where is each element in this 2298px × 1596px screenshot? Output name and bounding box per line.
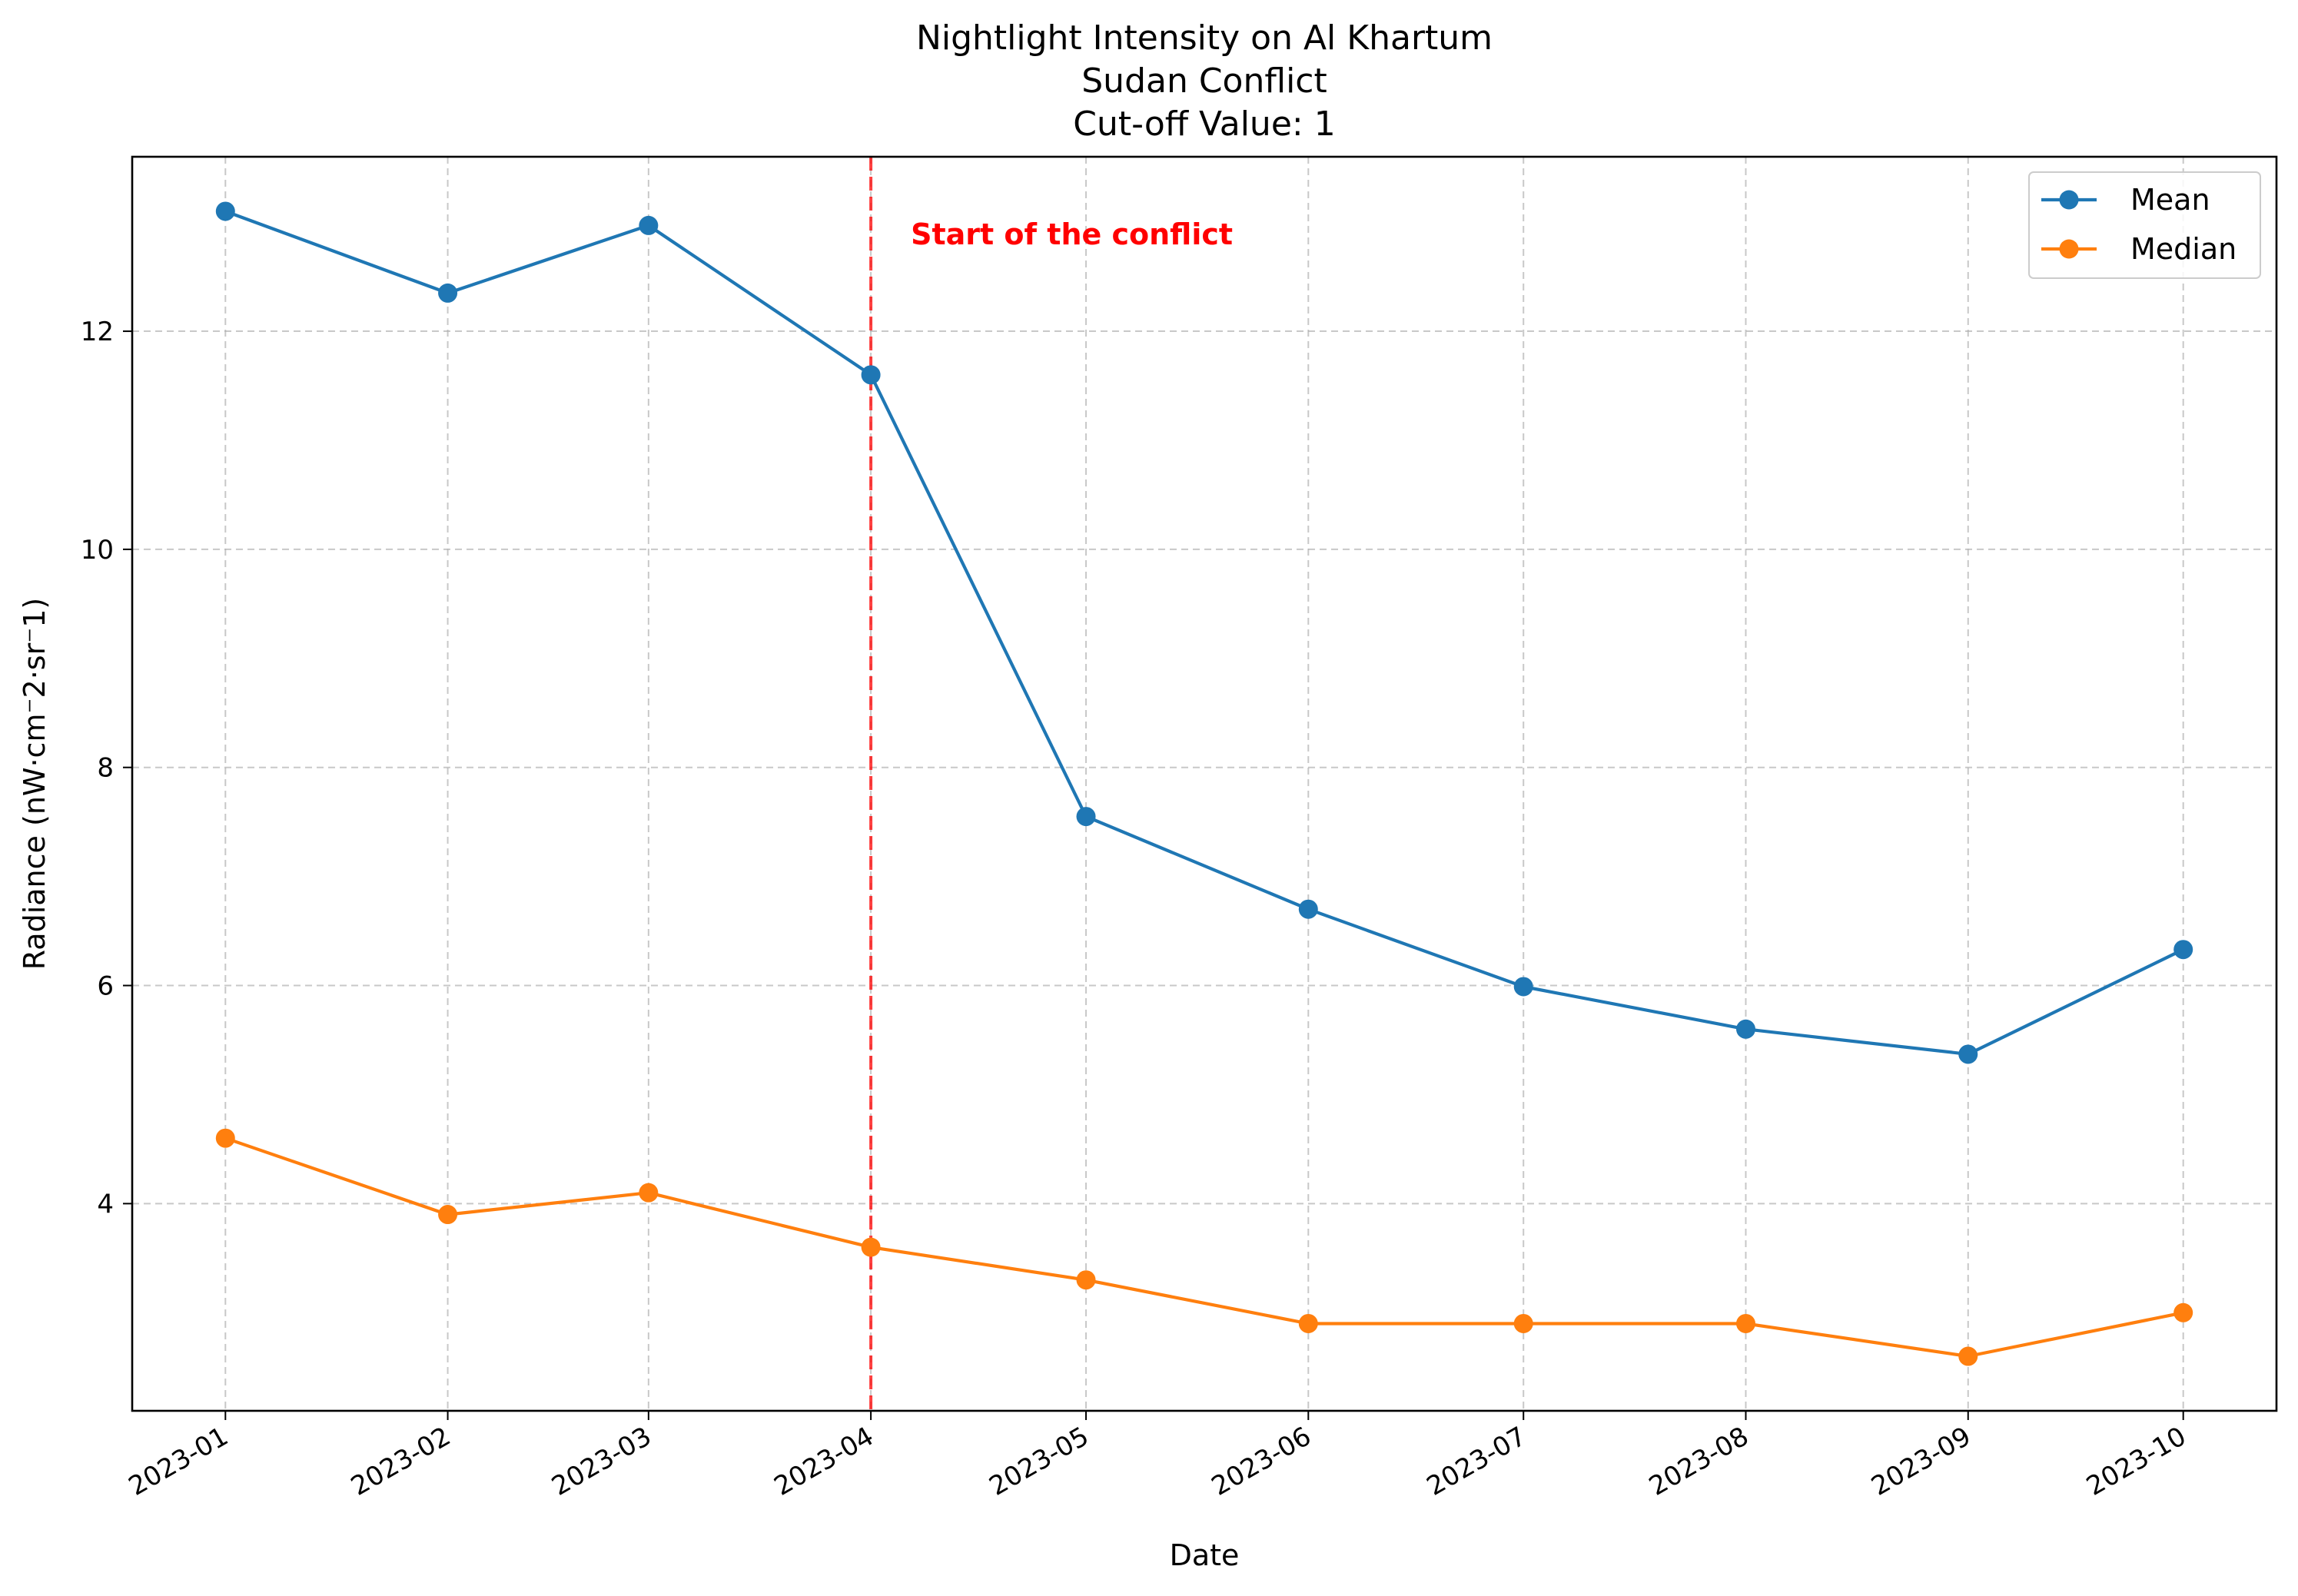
y-axis: 4 6 8 10 12	[81, 317, 132, 1219]
grid-lines	[132, 157, 2276, 1411]
legend-label: Mean	[2130, 183, 2210, 217]
data-point-median	[2173, 1302, 2193, 1322]
data-point-mean	[1076, 807, 1096, 827]
data-point-mean	[639, 215, 659, 235]
y-tick-label: 6	[97, 971, 114, 1002]
data-point-median	[438, 1205, 458, 1225]
plot-frame	[131, 155, 2278, 1412]
legend-label: Median	[2130, 232, 2237, 266]
data-point-median	[1735, 1313, 1755, 1333]
y-tick-label: 10	[81, 535, 114, 566]
x-axis: 2023-01 2023-02 2023-03 2023-04 2023-05 2023-…	[124, 1411, 2191, 1502]
x-tick-label: 2023-06	[1207, 1421, 1317, 1502]
legend-swatch-marker	[2059, 239, 2079, 259]
y-tick-label: 8	[97, 753, 114, 784]
data-point-median	[215, 1128, 235, 1148]
data-point-mean	[1735, 1019, 1755, 1039]
chart-title-line: Cut-off Value: 1	[1073, 105, 1335, 144]
data-point-median	[1076, 1270, 1096, 1290]
annotations: Start of the conflict	[869, 157, 1233, 1411]
chart-title: Nightlight Intensity on Al KhartumSudan …	[916, 18, 1493, 144]
data-point-median	[861, 1237, 881, 1257]
data-point-mean	[215, 201, 235, 221]
data-point-mean	[1513, 977, 1533, 997]
data-point-median	[639, 1183, 659, 1203]
legend-swatch-marker	[2059, 190, 2079, 210]
chart-title-line: Nightlight Intensity on Al Khartum	[916, 18, 1493, 58]
x-tick-label: 2023-03	[546, 1421, 656, 1502]
series-line-median	[224, 1136, 2184, 1359]
data-point-mean	[1298, 899, 1318, 919]
x-tick-label: 2023-04	[769, 1421, 879, 1502]
y-tick-label: 4	[97, 1189, 114, 1219]
x-tick-label: 2023-01	[124, 1421, 234, 1502]
data-point-mean	[438, 283, 458, 303]
data-point-mean	[2173, 940, 2193, 960]
data-point-median	[1958, 1346, 1978, 1366]
x-tick-label: 2023-05	[985, 1421, 1094, 1502]
x-tick-label: 2023-02	[346, 1421, 456, 1502]
conflict-start-label: Start of the conflict	[911, 217, 1233, 251]
legend: Mean Median	[2028, 171, 2261, 279]
y-tick-label: 12	[81, 317, 114, 347]
x-tick-label: 2023-07	[1422, 1421, 1532, 1502]
series-lines	[215, 201, 2193, 1366]
data-point-mean	[1958, 1044, 1978, 1064]
x-tick-label: 2023-10	[2081, 1421, 2191, 1502]
x-tick-label: 2023-09	[1866, 1421, 1976, 1502]
x-axis-label: Date	[1170, 1538, 1240, 1572]
y-axis-label: Radiance (nW·cm⁻2·sr⁻1)	[18, 598, 51, 971]
data-point-mean	[861, 365, 881, 385]
chart-title-line: Sudan Conflict	[1081, 61, 1327, 101]
data-point-median	[1298, 1313, 1318, 1333]
x-tick-label: 2023-08	[1644, 1421, 1754, 1502]
data-point-median	[1513, 1313, 1533, 1333]
series-line-mean	[224, 210, 2184, 1057]
